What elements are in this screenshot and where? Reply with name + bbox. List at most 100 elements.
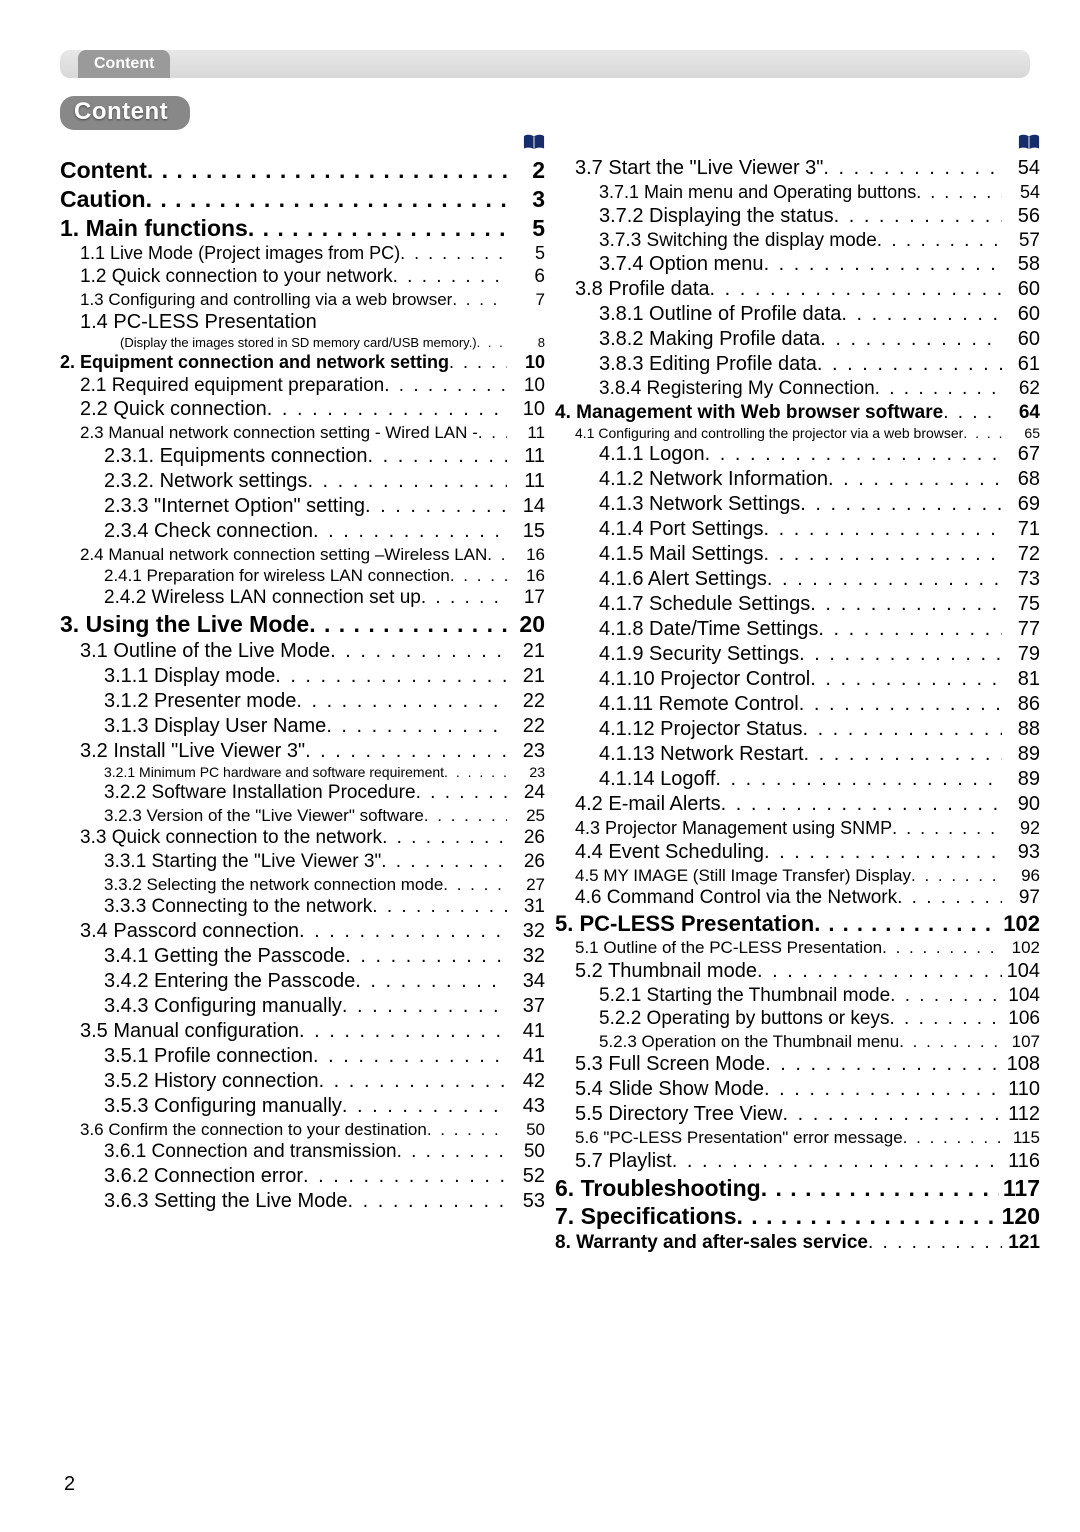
- toc-entry[interactable]: 3.3.1 Starting the "Live Viewer 3"26: [60, 850, 545, 874]
- toc-entry[interactable]: 4.1.5 Mail Settings72: [555, 542, 1040, 567]
- toc-entry[interactable]: 2.4 Manual network connection setting –W…: [60, 544, 545, 565]
- toc-entry[interactable]: 3. Using the Live Mode20: [60, 610, 545, 639]
- toc-entry[interactable]: 2.2 Quick connection10: [60, 397, 545, 422]
- toc-entry[interactable]: 3.8.1 Outline of Profile data60: [555, 302, 1040, 327]
- toc-entry[interactable]: 6. Troubleshooting117: [555, 1174, 1040, 1203]
- toc-entry[interactable]: 5.4 Slide Show Mode110: [555, 1077, 1040, 1102]
- toc-entry[interactable]: 3.7.2 Displaying the status56: [555, 204, 1040, 229]
- toc-entry[interactable]: 5.7 Playlist116: [555, 1149, 1040, 1174]
- toc-entry[interactable]: 2.3.3 "Internet Option" setting14: [60, 494, 545, 519]
- toc-dots: [764, 252, 1002, 277]
- toc-entry[interactable]: 4. Management with Web browser software6…: [555, 401, 1040, 425]
- toc-entry[interactable]: 3.2 Install "Live Viewer 3"23: [60, 739, 545, 764]
- toc-entry[interactable]: 2.3.4 Check connection15: [60, 519, 545, 544]
- toc-entry[interactable]: 5.2.2 Operating by buttons or keys106: [555, 1007, 1040, 1031]
- toc-entry[interactable]: 4.1.7 Schedule Settings75: [555, 592, 1040, 617]
- toc-entry[interactable]: 5.2 Thumbnail mode104: [555, 959, 1040, 984]
- toc-left-column: Content2Caution31. Main functions51.1 Li…: [60, 134, 545, 1255]
- toc-entry[interactable]: 4.2 E-mail Alerts90: [555, 792, 1040, 817]
- toc-entry[interactable]: 3.8.4 Registering My Connection62: [555, 377, 1040, 401]
- toc-entry[interactable]: 3.1.2 Presenter mode22: [60, 689, 545, 714]
- toc-entry[interactable]: 3.4.2 Entering the Passcode34: [60, 969, 545, 994]
- toc-entry[interactable]: 1.2 Quick connection to your network6: [60, 265, 545, 289]
- toc-entry[interactable]: 3.8.2 Making Profile data60: [555, 327, 1040, 352]
- toc-entry[interactable]: 3.7.4 Option menu58: [555, 252, 1040, 277]
- toc-entry[interactable]: 3.7.1 Main menu and Operating buttons54: [555, 181, 1040, 204]
- toc-entry[interactable]: 3.7.3 Switching the display mode57: [555, 229, 1040, 253]
- toc-dots: [421, 586, 507, 610]
- toc-entry[interactable]: 5.5 Directory Tree View112: [555, 1102, 1040, 1127]
- toc-entry[interactable]: 4.1.3 Network Settings69: [555, 492, 1040, 517]
- toc-entry[interactable]: 4.1.2 Network Information68: [555, 467, 1040, 492]
- toc-entry[interactable]: 3.3.2 Selecting the network connection m…: [60, 874, 545, 895]
- toc-page: 16: [507, 565, 545, 586]
- toc-entry[interactable]: 3.3.3 Connecting to the network31: [60, 895, 545, 919]
- toc-entry[interactable]: 2.4.2 Wireless LAN connection set up17: [60, 586, 545, 610]
- toc-entry[interactable]: 3.1.1 Display mode21: [60, 664, 545, 689]
- toc-entry[interactable]: 1. Main functions5: [60, 214, 545, 243]
- toc-entry[interactable]: 8. Warranty and after-sales service121: [555, 1231, 1040, 1255]
- toc-dots: [828, 467, 1002, 492]
- toc-entry[interactable]: 5.6 "PC-LESS Presentation" error message…: [555, 1127, 1040, 1148]
- toc-entry[interactable]: 2. Equipment connection and network sett…: [60, 351, 545, 374]
- toc-entry[interactable]: 5.2.3 Operation on the Thumbnail menu107: [555, 1031, 1040, 1052]
- toc-entry[interactable]: 4.1.1 Logon67: [555, 442, 1040, 467]
- toc-entry[interactable]: 4.5 MY IMAGE (Still Image Transfer) Disp…: [555, 865, 1040, 886]
- toc-entry[interactable]: (Display the images stored in SD memory …: [60, 335, 545, 351]
- toc-entry[interactable]: 4.1.6 Alert Settings73: [555, 567, 1040, 592]
- toc-entry[interactable]: 4.1.11 Remote Control86: [555, 692, 1040, 717]
- toc-entry[interactable]: 4.3 Projector Management using SNMP92: [555, 817, 1040, 840]
- toc-dots: [737, 1202, 998, 1231]
- toc-entry[interactable]: 3.6 Confirm the connection to your desti…: [60, 1119, 545, 1140]
- toc-entry[interactable]: 3.6.3 Setting the Live Mode53: [60, 1189, 545, 1214]
- toc-entry[interactable]: 2.3 Manual network connection setting - …: [60, 422, 545, 443]
- toc-dots: [305, 739, 507, 764]
- toc-entry[interactable]: 4.1.10 Projector Control81: [555, 667, 1040, 692]
- toc-entry[interactable]: 2.1 Required equipment preparation10: [60, 374, 545, 398]
- toc-entry[interactable]: 3.7 Start the "Live Viewer 3"54: [555, 156, 1040, 181]
- toc-entry[interactable]: 5.1 Outline of the PC-LESS Presentation1…: [555, 937, 1040, 958]
- toc-dots: [309, 610, 507, 639]
- toc-entry[interactable]: 3.6.2 Connection error52: [60, 1164, 545, 1189]
- toc-entry[interactable]: 3.4.1 Getting the Passcode32: [60, 944, 545, 969]
- toc-entry[interactable]: 4.1.14 Logoff89: [555, 767, 1040, 792]
- toc-entry[interactable]: 4.1 Configuring and controlling the proj…: [555, 425, 1040, 443]
- toc-entry[interactable]: 3.2.1 Minimum PC hardware and software r…: [60, 764, 545, 782]
- toc-entry[interactable]: 3.2.2 Software Installation Procedure24: [60, 781, 545, 805]
- toc-entry[interactable]: 3.5 Manual configuration41: [60, 1019, 545, 1044]
- toc-entry[interactable]: 3.1.3 Display User Name22: [60, 714, 545, 739]
- toc-entry[interactable]: 3.8.3 Editing Profile data61: [555, 352, 1040, 377]
- toc-entry[interactable]: 3.8 Profile data60: [555, 277, 1040, 302]
- toc-entry[interactable]: 2.4.1 Preparation for wireless LAN conne…: [60, 565, 545, 586]
- toc-entry[interactable]: 5.2.1 Starting the Thumbnail mode104: [555, 984, 1040, 1008]
- toc-entry[interactable]: 4.6 Command Control via the Network97: [555, 886, 1040, 910]
- toc-entry[interactable]: 7. Specifications120: [555, 1202, 1040, 1231]
- toc-entry[interactable]: 2.3.2. Network settings11: [60, 469, 545, 494]
- toc-entry[interactable]: 3.4.3 Configuring manually37: [60, 994, 545, 1019]
- toc-dots: [890, 984, 1002, 1008]
- toc-entry[interactable]: 1.3 Configuring and controlling via a we…: [60, 289, 545, 310]
- toc-entry[interactable]: 1.4 PC-LESS Presentation: [60, 310, 545, 335]
- toc-entry[interactable]: 3.5.1 Profile connection41: [60, 1044, 545, 1069]
- toc-entry[interactable]: 3.4 Passcord connection32: [60, 919, 545, 944]
- toc-entry[interactable]: 5.3 Full Screen Mode108: [555, 1052, 1040, 1077]
- toc-page: 54: [1002, 156, 1040, 181]
- toc-entry[interactable]: 4.1.8 Date/Time Settings77: [555, 617, 1040, 642]
- toc-entry[interactable]: 1.1 Live Mode (Project images from PC)5: [60, 242, 545, 265]
- toc-entry[interactable]: 5. PC-LESS Presentation102: [555, 910, 1040, 938]
- toc-entry[interactable]: 3.3 Quick connection to the network26: [60, 826, 545, 850]
- toc-entry[interactable]: 3.6.1 Connection and transmission50: [60, 1140, 545, 1164]
- toc-entry[interactable]: 3.1 Outline of the Live Mode21: [60, 639, 545, 664]
- toc-entry[interactable]: 3.5.2 History connection42: [60, 1069, 545, 1094]
- toc-entry[interactable]: 2.3.1. Equipments connection11: [60, 444, 545, 469]
- toc-entry[interactable]: Content2: [60, 156, 545, 185]
- toc-entry[interactable]: 4.1.12 Projector Status88: [555, 717, 1040, 742]
- toc-entry[interactable]: Caution3: [60, 185, 545, 214]
- toc-dots: [897, 886, 1002, 910]
- toc-entry[interactable]: 4.1.4 Port Settings71: [555, 517, 1040, 542]
- toc-entry[interactable]: 4.1.13 Network Restart89: [555, 742, 1040, 767]
- toc-entry[interactable]: 3.5.3 Configuring manually43: [60, 1094, 545, 1119]
- toc-entry[interactable]: 3.2.3 Version of the "Live Viewer" softw…: [60, 805, 545, 826]
- toc-entry[interactable]: 4.1.9 Security Settings79: [555, 642, 1040, 667]
- toc-entry[interactable]: 4.4 Event Scheduling93: [555, 840, 1040, 865]
